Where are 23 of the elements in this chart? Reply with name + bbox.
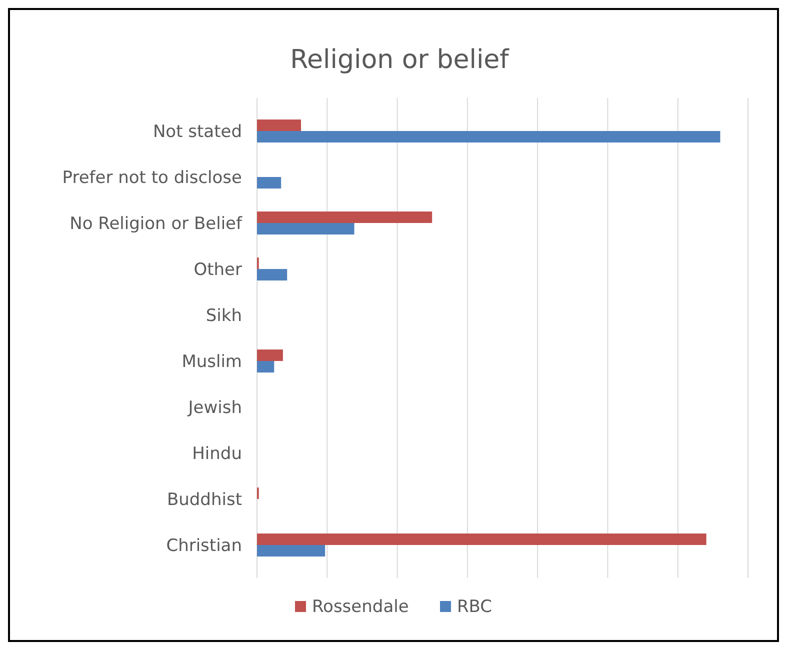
- bar: [257, 223, 354, 234]
- y-tick-label: Prefer not to disclose: [62, 168, 242, 188]
- bar: [257, 120, 302, 131]
- legend-label: Rossendale: [312, 597, 409, 617]
- bar: [257, 269, 288, 280]
- bar: [257, 212, 432, 223]
- bar: [257, 534, 706, 545]
- chart-title: Religion or belief: [290, 45, 510, 75]
- bar: [257, 361, 274, 372]
- legend-label: RBC: [457, 597, 492, 617]
- y-tick-label: Jewish: [187, 398, 242, 418]
- y-tick-label: Sikh: [206, 306, 242, 326]
- bar: [257, 350, 283, 361]
- y-tick-label: Hindu: [192, 444, 242, 464]
- y-tick-label: Christian: [166, 536, 242, 556]
- y-tick-label: Muslim: [182, 352, 242, 372]
- bar: [257, 177, 282, 188]
- bar: [257, 545, 326, 556]
- y-tick-label: Other: [194, 260, 242, 280]
- y-tick-label: Buddhist: [166, 490, 242, 510]
- y-tick-label: No Religion or Belief: [70, 214, 244, 234]
- bar: [257, 131, 720, 142]
- y-tick-label: Not stated: [152, 122, 242, 142]
